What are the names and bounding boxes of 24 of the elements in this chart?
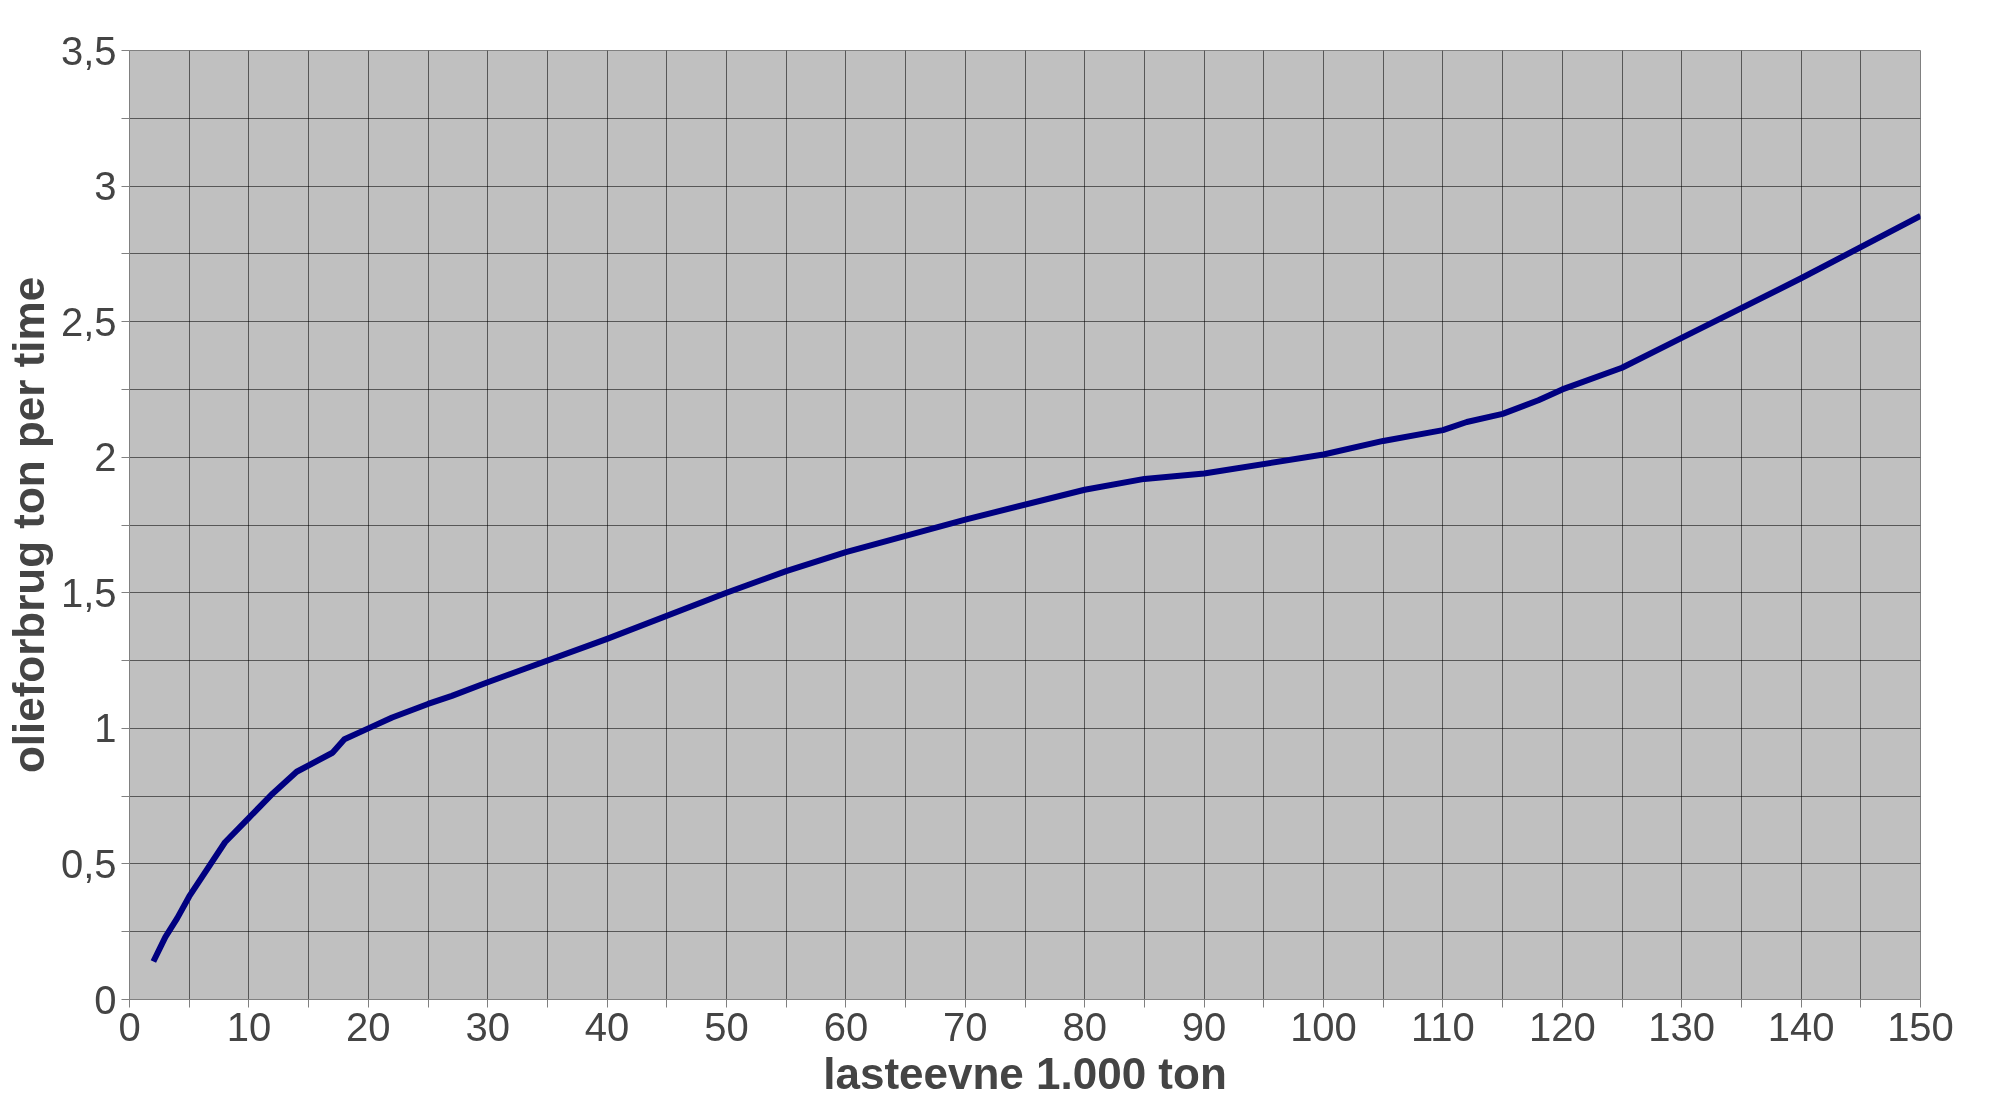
x-tick-label: 140: [1767, 1004, 1835, 1049]
x-tick-label: 80: [1062, 1004, 1107, 1049]
y-tick-label: 2: [94, 435, 117, 480]
y-tick-label: 3: [94, 164, 117, 209]
x-tick-label: 60: [823, 1004, 869, 1049]
y-tick-label: 0,5: [60, 841, 117, 886]
y-tick-label: 3,5: [60, 28, 117, 73]
x-tick-label: 150: [1887, 1004, 1954, 1049]
x-tick-label: 130: [1648, 1004, 1716, 1049]
x-tick-label: 70: [943, 1004, 988, 1049]
x-tick-label: 120: [1528, 1004, 1596, 1049]
y-tick-label: 1: [94, 706, 117, 751]
x-tick-label: 100: [1290, 1004, 1357, 1049]
x-tick-label: 20: [346, 1004, 391, 1049]
x-tick-label: 90: [1181, 1004, 1227, 1049]
x-tick-label: 50: [704, 1004, 749, 1049]
x-tick-label: 30: [465, 1004, 510, 1049]
x-axis-title: lasteevne 1.000 ton: [823, 1048, 1227, 1098]
y-tick-label: 1,5: [60, 570, 117, 615]
y-axis-title: olieforbrug ton per time: [3, 276, 53, 774]
x-tick-label: 40: [584, 1004, 630, 1049]
x-tick-label: 110: [1411, 1004, 1475, 1049]
y-tick-label: 2,5: [60, 299, 117, 344]
x-tick-label: 10: [226, 1004, 272, 1049]
